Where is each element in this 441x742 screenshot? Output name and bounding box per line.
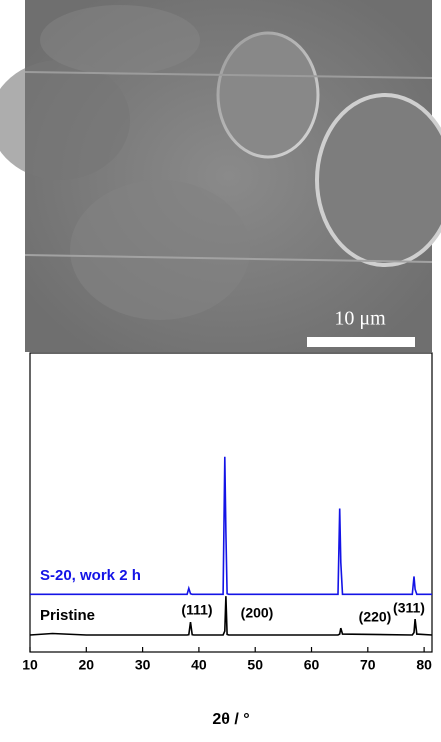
x-tick-label: 70 xyxy=(360,657,376,673)
x-tick-label: 60 xyxy=(304,657,320,673)
x-tick-label: 10 xyxy=(22,657,38,673)
series-line xyxy=(29,596,433,636)
series-label: Pristine xyxy=(40,607,95,624)
x-tick-label: 20 xyxy=(79,657,95,673)
peak-label: (200) xyxy=(241,605,274,621)
series-line xyxy=(30,456,432,596)
x-tick-label: 50 xyxy=(247,657,263,673)
scale-bar-label: 10 μm xyxy=(334,308,386,330)
peak-label: (311) xyxy=(393,600,425,616)
peak-label: (111) xyxy=(181,602,212,618)
plot-frame xyxy=(29,352,433,653)
x-tick-label: 40 xyxy=(191,657,207,673)
x-tick-label: 30 xyxy=(135,657,151,673)
x-tick-label: 80 xyxy=(416,657,432,673)
series-label: S-20, work 2 h xyxy=(40,567,141,584)
sem-image: 10 μm xyxy=(0,0,441,352)
xrd-chart: 2θ / ° 10 20 30 40 50 60 70 80 S-20, work 2 h Pri… xyxy=(22,352,433,728)
x-axis-label: 2θ / ° xyxy=(212,711,249,728)
peak-label: (220) xyxy=(359,609,392,625)
